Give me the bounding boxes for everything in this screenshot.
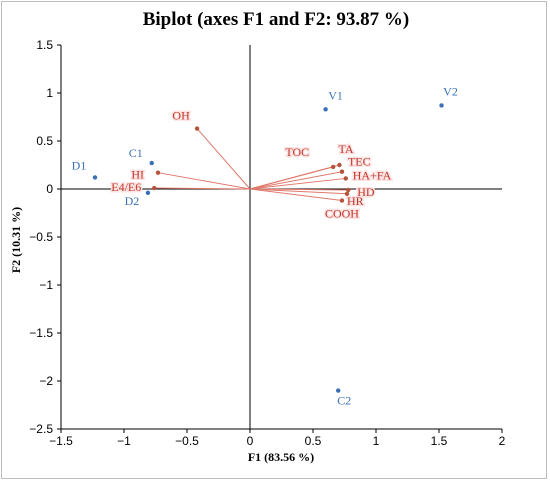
- variable-vector: [249, 188, 349, 191]
- observation-label: D1: [72, 158, 87, 172]
- variable-point: [346, 187, 351, 193]
- variable-point: [194, 126, 200, 131]
- variable-label: HR: [347, 194, 364, 208]
- variable-label: OH: [172, 109, 190, 123]
- observation-label: D2: [125, 194, 140, 208]
- variable-vector: [249, 164, 340, 190]
- variable-label: TA: [338, 142, 353, 156]
- variable-vector: [154, 187, 251, 190]
- y-tick-label: 1: [46, 86, 53, 100]
- variable-point: [344, 191, 350, 196]
- x-tick-label: 0.5: [305, 434, 322, 448]
- y-tick-label: −2: [39, 374, 53, 388]
- observation-point: [92, 175, 98, 180]
- y-tick-label: 0.5: [36, 134, 53, 148]
- plot-area: −1.5 −1 −0.5 0 0.5 1 1.5 2 1.5 1 0.5 0 −0.5 −1 −1.5 −2 −…: [29, 38, 505, 448]
- observation-point: [145, 190, 151, 196]
- y-axis-label: F2 (10.31 %): [9, 207, 23, 273]
- x-tick-label: −1.5: [49, 434, 73, 448]
- observation-label: C2: [337, 394, 351, 408]
- variable-label: HA+FA: [353, 168, 392, 182]
- variable-vector: [249, 177, 346, 190]
- observation-point: [149, 160, 154, 166]
- observation-label: C1: [129, 146, 143, 160]
- observation-point: [323, 107, 328, 112]
- x-tick-label: 2: [499, 434, 506, 448]
- observation-point: [336, 388, 341, 393]
- variable-label: TOC: [285, 145, 309, 159]
- observation-label: V1: [328, 88, 343, 102]
- y-tick-label: −1.5: [29, 326, 53, 340]
- variable-vector: [249, 188, 348, 195]
- variable-point: [343, 176, 348, 181]
- x-tick-label: 0: [247, 434, 254, 448]
- observation-label: V2: [443, 84, 458, 98]
- variable-point: [155, 170, 161, 175]
- variable-label: TEC: [348, 155, 371, 169]
- variable-vector: [196, 128, 251, 190]
- variable-label: E4/E6: [111, 180, 141, 194]
- chart-title: Biplot (axes F1 and F2: 93.87 %): [143, 9, 410, 30]
- variable-label: HI: [131, 168, 144, 182]
- variable-point: [339, 169, 345, 174]
- x-tick-label: 1: [373, 434, 380, 448]
- y-tick-label: −0.5: [29, 230, 53, 244]
- variable-label: COOH: [325, 207, 359, 221]
- variable-point: [330, 164, 336, 170]
- y-tick-label: 0: [46, 182, 53, 196]
- variable-vector: [157, 172, 251, 190]
- x-tick-label: −0.5: [175, 434, 199, 448]
- variable-label: HD: [357, 185, 375, 199]
- variable-point: [339, 198, 345, 203]
- observation-point: [439, 103, 444, 108]
- x-tick-label: 1.5: [431, 434, 448, 448]
- x-tick-label: −1: [117, 434, 131, 448]
- y-tick-label: −1: [39, 278, 53, 292]
- x-axis-label: F1 (83.56 %): [248, 450, 314, 464]
- y-tick-label: 1.5: [36, 38, 53, 52]
- y-tick-label: −2.5: [29, 422, 53, 436]
- variable-point: [152, 185, 157, 191]
- variable-vector: [249, 171, 343, 190]
- variable-vector: [249, 188, 343, 202]
- variable-point: [337, 162, 342, 168]
